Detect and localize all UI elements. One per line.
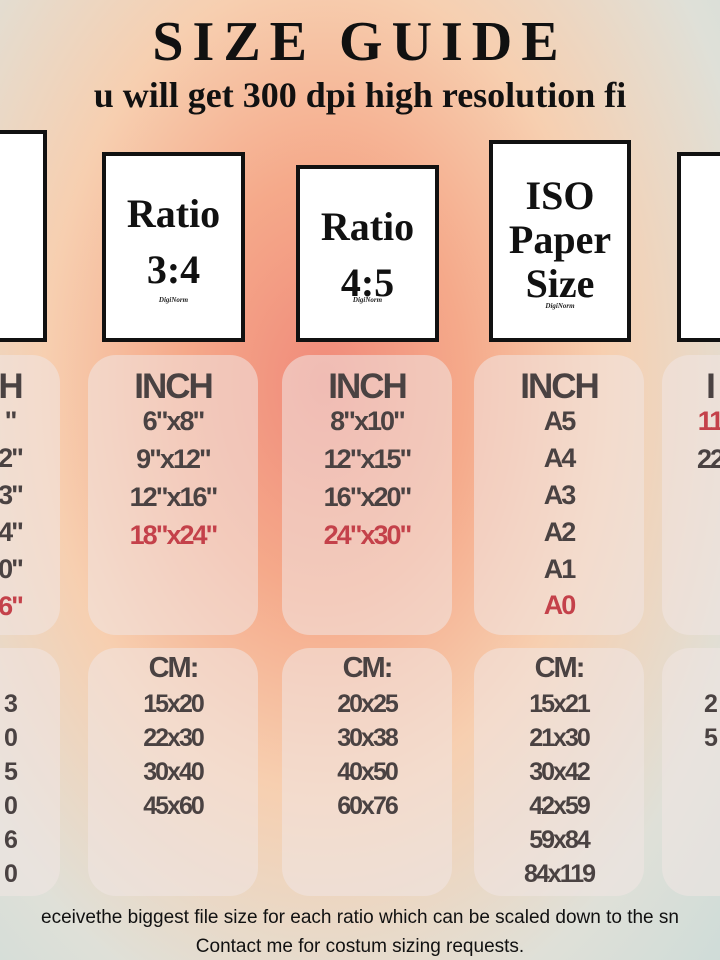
cm-size: 59x84 xyxy=(529,826,591,854)
inch-size: 0" xyxy=(0,554,24,584)
logo-text: DigiNorm xyxy=(545,302,575,310)
cm-size: 15x21 xyxy=(529,690,591,718)
footer-contact: Contact me for costum sizing requests. xyxy=(195,936,525,957)
cm-size: 5 xyxy=(704,724,718,752)
inch-heading: INCH xyxy=(134,367,214,406)
cm-size: 30x42 xyxy=(529,758,591,786)
inch-heading: I xyxy=(706,367,716,406)
cm-size: 0 xyxy=(4,860,18,888)
size-frame: 11IN xyxy=(677,152,720,342)
inch-size: A2 xyxy=(543,517,576,547)
frame-text: Ratio xyxy=(126,191,221,236)
frame-text: ISO xyxy=(525,173,595,218)
size-frame: io3 xyxy=(0,130,47,342)
logo-text: DigiNorm xyxy=(352,296,383,304)
cm-size: 20x25 xyxy=(337,690,399,718)
cm-size: 40x50 xyxy=(337,758,399,786)
cm-panel xyxy=(662,648,720,896)
cm-heading: CM: xyxy=(148,652,200,684)
frame-text: io xyxy=(0,164,43,220)
inch-size: A3 xyxy=(543,480,576,510)
inch-size: 6"x8" xyxy=(142,406,206,436)
cm-size: 30x40 xyxy=(143,758,205,786)
cm-size: 0 xyxy=(4,724,18,752)
inch-size: 12"x15" xyxy=(323,444,413,474)
frame-text: 11 xyxy=(681,186,720,242)
inch-size: A1 xyxy=(543,554,576,584)
cm-size: 22x30 xyxy=(143,724,205,752)
inch-size: A5 xyxy=(543,406,576,436)
inch-size: A4 xyxy=(543,443,576,473)
inch-size: 16"x20" xyxy=(323,482,413,512)
inch-size: 24"x30" xyxy=(323,520,413,550)
cm-panel xyxy=(474,648,644,896)
logo-text: DigiNorm xyxy=(158,296,189,304)
inch-size: 4" xyxy=(0,517,24,547)
inch-size: 6" xyxy=(0,591,24,621)
inch-panel xyxy=(88,355,258,635)
cm-heading: CM: xyxy=(342,652,394,684)
cm-heading: CM: xyxy=(534,652,586,684)
cm-size: 15x20 xyxy=(143,690,205,718)
inch-panel xyxy=(282,355,452,635)
size-frame: Ratio 3:4 DigiNorm xyxy=(102,152,245,342)
frame-text: 3:4 xyxy=(146,247,201,292)
inch-heading: H xyxy=(0,367,24,406)
title: SIZE GUIDE xyxy=(152,11,568,73)
inch-size: 11 xyxy=(697,406,720,436)
inch-size: A0 xyxy=(543,590,576,620)
inch-size: 3" xyxy=(0,480,24,510)
footer-note: eceivethe biggest file size for each rat… xyxy=(41,907,679,928)
cm-size: 5 xyxy=(4,758,18,786)
cm-size: 6 xyxy=(4,826,18,854)
inch-size: " xyxy=(4,406,18,436)
inch-panel xyxy=(474,355,644,635)
cm-panel xyxy=(88,648,258,896)
size-frame: Ratio 4:5 DigiNorm xyxy=(296,165,439,342)
cm-size: 42x59 xyxy=(529,792,591,820)
inch-size: 9"x12" xyxy=(136,444,212,474)
cm-panel xyxy=(282,648,452,896)
inch-size: 12"x16" xyxy=(129,482,219,512)
inch-heading: INCH xyxy=(328,367,408,406)
cm-size: 60x76 xyxy=(337,792,399,820)
cm-size: 84x119 xyxy=(523,860,596,888)
inch-panel xyxy=(0,355,60,635)
cm-size: 30x38 xyxy=(337,724,399,752)
inch-size: 18"x24" xyxy=(129,520,219,550)
cm-size: 2 xyxy=(704,690,718,718)
inch-heading: INCH xyxy=(520,367,600,406)
frame-text: Paper xyxy=(508,217,612,262)
cm-panel xyxy=(0,648,60,896)
frame-text: 3 xyxy=(0,220,43,276)
inch-size: 8"x10" xyxy=(330,406,406,436)
frame-text: 4:5 xyxy=(340,260,395,305)
cm-size: 3 xyxy=(4,690,18,718)
frame-text: IN xyxy=(681,242,720,298)
cm-size: 21x30 xyxy=(529,724,591,752)
inch-panel xyxy=(662,355,720,635)
frame-text: Ratio xyxy=(320,204,415,249)
size-frame: ISO Paper Size DigiNorm xyxy=(489,140,631,342)
frame-text: Size xyxy=(525,261,595,306)
subtitle: u will get 300 dpi high resolution fi xyxy=(93,75,627,115)
cm-size: 0 xyxy=(4,792,18,820)
inch-size: 2" xyxy=(0,443,24,473)
cm-size: 45x60 xyxy=(143,792,205,820)
inch-size: 22 xyxy=(696,444,720,474)
